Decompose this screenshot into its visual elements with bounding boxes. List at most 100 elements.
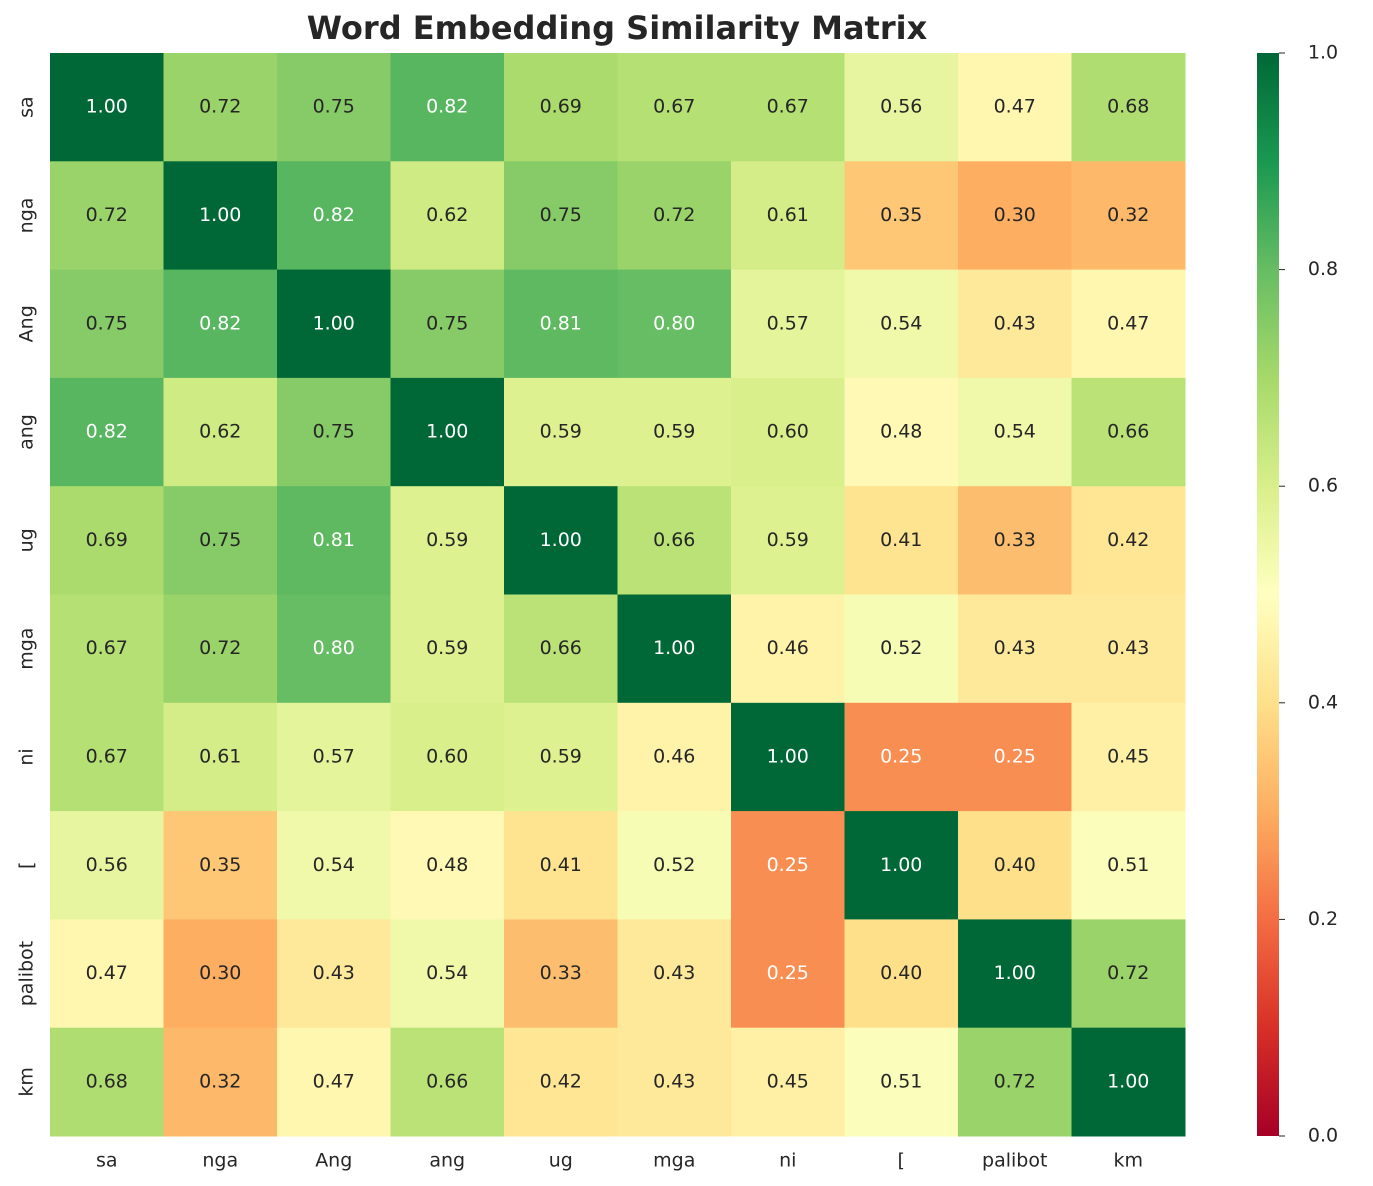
cell-label: 0.75 — [313, 96, 355, 118]
cell-label: 0.45 — [767, 1070, 809, 1092]
cell-label: 0.81 — [313, 529, 355, 551]
heatmap-cell — [731, 53, 845, 162]
heatmap-cell — [844, 269, 959, 379]
heatmap-cell — [617, 1027, 732, 1137]
heatmap-cell — [844, 919, 959, 1029]
heatmap-cell — [50, 811, 164, 920]
cell-label: 0.59 — [767, 529, 809, 551]
cell-label: 1.00 — [426, 421, 468, 443]
heatmap-cell — [50, 702, 164, 812]
heatmap-cell — [617, 269, 732, 379]
cell-label: 0.46 — [767, 637, 809, 659]
heatmap-cell — [390, 702, 505, 812]
heatmap-cell — [390, 1027, 505, 1137]
cell-label: 1.00 — [994, 962, 1036, 984]
cell-label: 0.67 — [86, 745, 128, 767]
cell-label: 0.42 — [540, 1070, 582, 1092]
heatmap-cell — [504, 594, 618, 704]
cell-label: 0.42 — [1107, 529, 1149, 551]
cell-label: 0.82 — [313, 204, 355, 226]
heatmap-cell — [1071, 919, 1186, 1029]
heatmap-cell — [504, 161, 618, 271]
cell-label: 0.56 — [86, 854, 128, 876]
heatmap-cell — [958, 269, 1072, 379]
cell-label: 0.25 — [767, 854, 809, 876]
cell-label: 0.54 — [426, 962, 468, 984]
heatmap-cell — [163, 594, 278, 704]
cell-label: 0.40 — [994, 854, 1036, 876]
cell-label: 0.59 — [426, 529, 468, 551]
x-tick-label: km — [1113, 1150, 1143, 1172]
cell-label: 0.80 — [313, 637, 355, 659]
x-tick-label: palibot — [982, 1150, 1047, 1172]
cell-label: 0.43 — [994, 637, 1036, 659]
cell-label: 1.00 — [199, 204, 241, 226]
heatmap-cell — [504, 377, 618, 487]
heatmap-cell — [163, 919, 278, 1029]
cell-label: 0.47 — [1107, 312, 1149, 334]
colorbar-tick-label: 0.0 — [1308, 1125, 1338, 1147]
heatmap-cell — [617, 919, 732, 1029]
cell-label: 0.35 — [199, 854, 241, 876]
cell-label: 0.69 — [540, 96, 582, 118]
cell-label: 0.75 — [313, 421, 355, 443]
cell-label: 0.43 — [653, 1070, 695, 1092]
cell-label: 0.30 — [199, 962, 241, 984]
cell-label: 0.62 — [426, 204, 468, 226]
heatmap-cell — [277, 1027, 391, 1137]
heatmap-cell — [50, 486, 164, 595]
cell-label: 0.46 — [653, 745, 695, 767]
heatmap-cell — [844, 1027, 959, 1137]
cell-label: 0.52 — [653, 854, 695, 876]
cell-label: 0.57 — [313, 745, 355, 767]
heatmap-cell — [50, 269, 164, 379]
heatmap-cell — [844, 811, 959, 920]
cell-label: 1.00 — [767, 745, 809, 767]
heatmap-cell — [731, 161, 845, 271]
heatmap-cell — [1071, 1027, 1186, 1137]
cell-label: 0.81 — [540, 312, 582, 334]
heatmap-cell — [617, 53, 732, 162]
heatmap-cell — [390, 919, 505, 1029]
cell-label: 0.72 — [199, 637, 241, 659]
colorbar-tick-label: 0.2 — [1308, 908, 1338, 930]
cell-label: 0.67 — [767, 96, 809, 118]
cell-label: 0.82 — [86, 421, 128, 443]
cell-label: 0.75 — [426, 312, 468, 334]
cell-label: 0.54 — [880, 312, 922, 334]
heatmap-cell — [163, 702, 278, 812]
cell-label: 0.66 — [540, 637, 582, 659]
heatmap-cell — [50, 919, 164, 1029]
cell-label: 0.25 — [880, 745, 922, 767]
heatmap-cell — [1071, 702, 1186, 812]
heatmap-cell — [958, 486, 1072, 595]
cell-label: 0.66 — [1107, 421, 1149, 443]
chart-title: Word Embedding Similarity Matrix — [307, 9, 928, 47]
heatmap-cell — [1071, 377, 1186, 487]
heatmap-cell — [504, 919, 618, 1029]
heatmap-cell — [617, 377, 732, 487]
heatmap-cell — [163, 1027, 278, 1137]
cell-label: 0.33 — [994, 529, 1036, 551]
cell-label: 1.00 — [313, 312, 355, 334]
y-tick-label: km — [16, 1067, 38, 1097]
heatmap-cell — [844, 53, 959, 162]
heatmap-cell — [844, 161, 959, 271]
cell-label: 0.68 — [1107, 96, 1149, 118]
cell-label: 0.32 — [1107, 204, 1149, 226]
heatmap-cell — [731, 486, 845, 595]
heatmap-cell — [277, 377, 391, 487]
cell-label: 0.54 — [313, 854, 355, 876]
heatmap-cell — [390, 594, 505, 704]
cell-label: 0.72 — [994, 1070, 1036, 1092]
heatmap-cell — [1071, 486, 1186, 595]
x-tick-label: nga — [202, 1150, 238, 1172]
heatmap-cell — [390, 377, 505, 487]
cell-label: 0.61 — [199, 745, 241, 767]
cell-label: 0.69 — [86, 529, 128, 551]
x-tick-label: Ang — [315, 1150, 352, 1172]
y-tick-label: ug — [16, 528, 38, 552]
heatmap-cell — [50, 53, 164, 162]
heatmap-cell — [163, 811, 278, 920]
heatmap-cell — [617, 594, 732, 704]
